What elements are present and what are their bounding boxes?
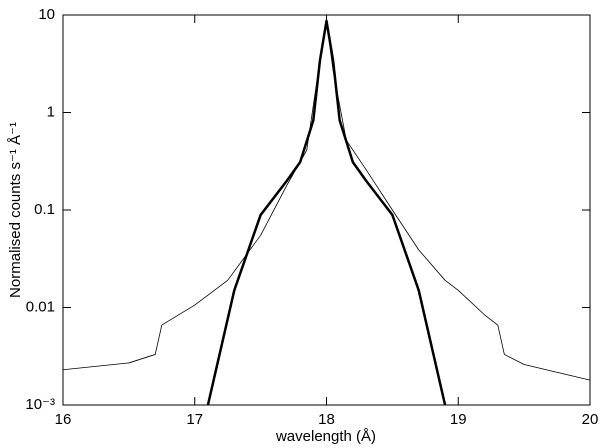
- series-line: [206, 19, 447, 406]
- plot-frame: [62, 14, 591, 406]
- y-tick-label: 0.01: [26, 298, 55, 315]
- x-tick-label: 20: [582, 411, 599, 428]
- x-tick-label: 19: [450, 411, 467, 428]
- y-tick-label: 10: [38, 6, 55, 23]
- series-line: [62, 20, 591, 381]
- x-tick-label: 18: [318, 411, 335, 428]
- y-tick-label: 10⁻³: [25, 396, 55, 413]
- y-axis-label: Normalised counts s⁻¹ Å⁻¹: [7, 122, 24, 298]
- x-axis-label: wavelength (Å): [275, 428, 376, 445]
- y-tick-label: 0.1: [34, 201, 55, 218]
- x-tick-label: 16: [55, 411, 72, 428]
- y-tick-label: 1: [47, 103, 55, 120]
- x-tick-label: 17: [186, 411, 203, 428]
